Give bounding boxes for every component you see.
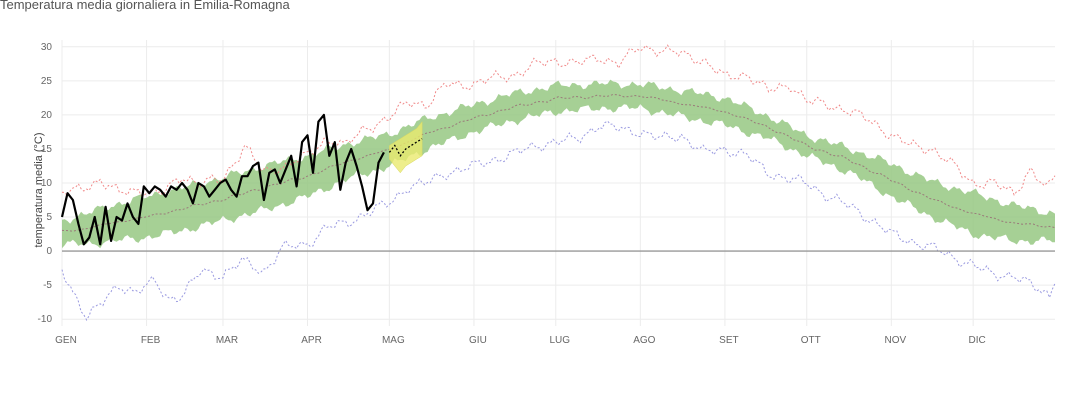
page-title: Temperatura media giornaliera in Emilia-… <box>0 0 290 12</box>
x-tick-label: AGO <box>633 335 655 346</box>
y-tick-label: 10 <box>41 178 53 189</box>
forecast-band <box>389 120 423 174</box>
record-min-line <box>61 120 1056 322</box>
x-tick-label: LUG <box>549 335 570 346</box>
x-tick-label: OTT <box>801 335 821 346</box>
current-year-line <box>60 113 385 246</box>
forecast-line <box>388 138 423 157</box>
x-tick-label: APR <box>301 335 322 346</box>
x-tick-label: GIU <box>469 335 487 346</box>
x-tick-label: DIC <box>969 335 986 346</box>
y-tick-label: 30 <box>41 42 53 53</box>
y-tick-label: 20 <box>41 110 53 121</box>
x-tick-label: MAR <box>216 335 238 346</box>
y-tick-label: -5 <box>43 280 52 291</box>
y-tick-label: -10 <box>38 314 53 325</box>
record-max-line <box>61 44 1056 197</box>
y-tick-label: 0 <box>46 246 52 257</box>
y-tick-label: 25 <box>41 76 53 87</box>
x-tick-label: FEB <box>141 335 161 346</box>
y-tick-label: 5 <box>46 212 52 223</box>
x-tick-label: GEN <box>55 335 77 346</box>
y-axis-label: temperatura media (°C) <box>33 132 45 247</box>
axes: -10 -5 0 5 10 15 20 25 30 GEN FEB MAR APR MAG GIU LUG AG… <box>38 42 986 346</box>
x-tick-label: MAG <box>382 335 405 346</box>
normal-range-band <box>62 79 1055 249</box>
x-tick-label: NOV <box>884 335 906 346</box>
y-tick-label: 15 <box>41 144 53 155</box>
series-layer <box>60 44 1056 322</box>
x-tick-label: SET <box>719 335 738 346</box>
mean-temperature-line <box>61 93 1056 232</box>
